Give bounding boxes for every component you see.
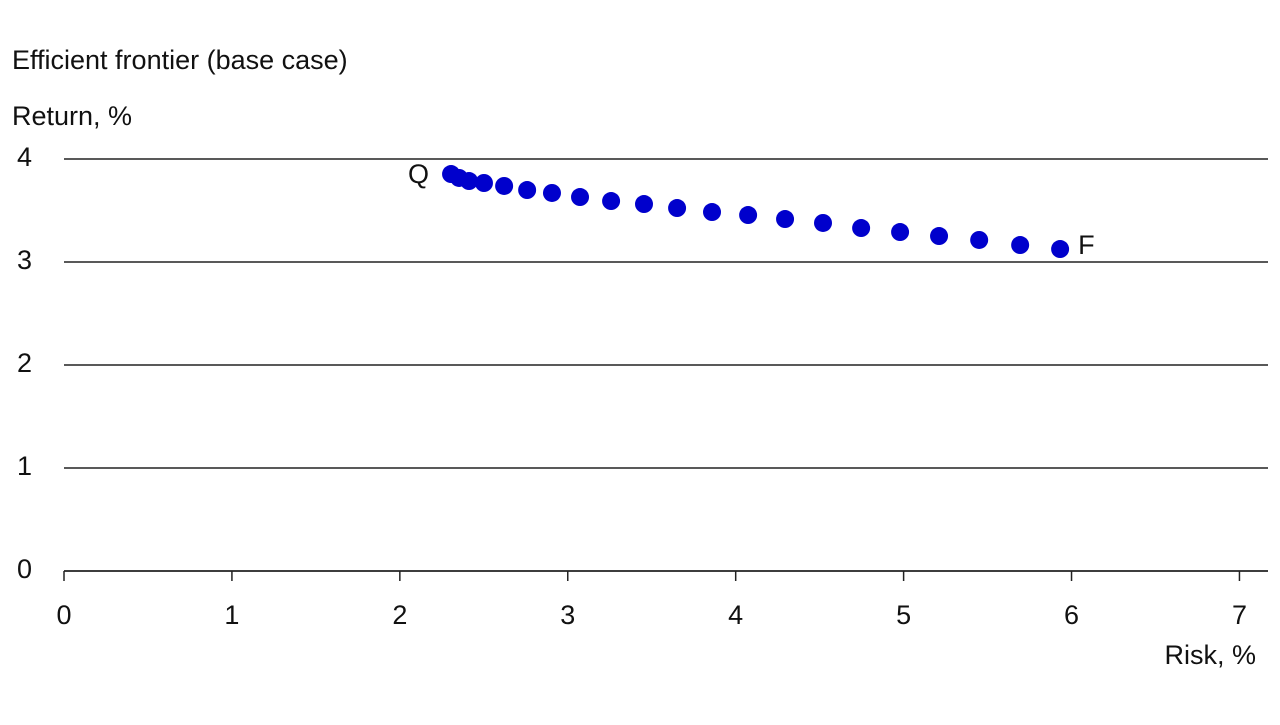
point (852, 219, 871, 238)
annotation: Q (408, 159, 429, 189)
y-tick-label: 1 (17, 451, 32, 481)
point (518, 181, 537, 200)
y-tick-label: 3 (17, 245, 32, 275)
point (571, 188, 590, 207)
point (495, 176, 514, 195)
point (930, 227, 949, 246)
x-axis-label: Risk, % (1164, 640, 1256, 670)
y-tick-label: 0 (17, 554, 32, 584)
chart-title: Efficient frontier (base case) (12, 45, 348, 75)
point (814, 213, 833, 232)
point (1051, 240, 1070, 259)
x-tick-label: 2 (392, 600, 407, 630)
point (739, 206, 758, 225)
x-tick-label: 4 (728, 600, 743, 630)
x-tick-label: 7 (1232, 600, 1247, 630)
y-axis-label: Return, % (12, 101, 132, 131)
x-tick-label: 6 (1064, 600, 1079, 630)
point (703, 203, 722, 222)
x-tick-label: 3 (560, 600, 575, 630)
point (668, 199, 687, 218)
x-tick-label: 5 (896, 600, 911, 630)
point (635, 195, 654, 214)
point (970, 230, 989, 249)
point (542, 183, 561, 202)
y-tick-label: 4 (17, 142, 32, 172)
point (776, 210, 795, 229)
x-tick-label: 1 (224, 600, 239, 630)
point (460, 172, 479, 191)
point (1011, 236, 1030, 255)
x-tick-label: 0 (56, 600, 71, 630)
y-tick-label: 2 (17, 348, 32, 378)
point (602, 192, 621, 211)
annotation: F (1078, 230, 1095, 260)
point (891, 223, 910, 242)
point (474, 173, 493, 192)
